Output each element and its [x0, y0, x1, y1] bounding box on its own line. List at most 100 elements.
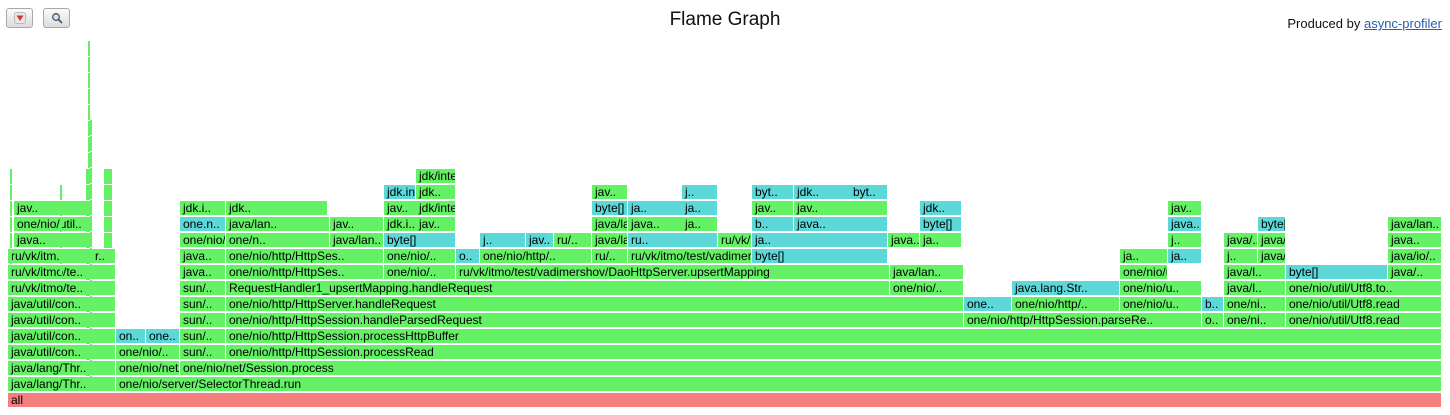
- flame-frame[interactable]: java/util/con..: [8, 329, 116, 344]
- flame-frame[interactable]: one/n..: [226, 233, 330, 248]
- flame-frame[interactable]: java/lang/..: [592, 233, 628, 248]
- flame-frame[interactable]: ja..: [1168, 249, 1202, 264]
- flame-frame[interactable]: java/lang/f..: [592, 217, 628, 232]
- flame-frame[interactable]: jav..: [526, 233, 554, 248]
- flame-frame[interactable]: java..: [14, 233, 88, 248]
- flame-frame[interactable]: o..: [1202, 313, 1224, 328]
- flame-frame[interactable]: java/lan..: [890, 265, 964, 280]
- flame-frame[interactable]: one/nio/util/Utf8.to..: [1286, 281, 1442, 296]
- flame-frame[interactable]: jav..: [416, 217, 456, 232]
- flame-frame[interactable]: sun/..: [180, 297, 226, 312]
- flame-frame[interactable]: one/nio/..: [384, 249, 456, 264]
- flame-frame[interactable]: jdk..: [794, 185, 852, 200]
- flame-frame[interactable]: java/lang/Thr..: [8, 377, 116, 392]
- flame-frame[interactable]: one/nio/u..: [1120, 281, 1202, 296]
- flame-frame[interactable]: sun/..: [180, 281, 226, 296]
- flame-frame[interactable]: jav..: [592, 185, 628, 200]
- flame-frame[interactable]: one/nio/util..: [14, 217, 88, 232]
- flame-frame[interactable]: ja..: [920, 233, 962, 248]
- flame-frame[interactable]: one..: [964, 297, 1012, 312]
- flame-frame[interactable]: ru/vk/itmo/test/vadimershov/DaoHttpServe…: [456, 265, 890, 280]
- flame-frame[interactable]: jdk.i..: [180, 201, 226, 216]
- flame-frame[interactable]: b..: [752, 217, 794, 232]
- flame-frame[interactable]: all: [8, 393, 1442, 408]
- flame-frame[interactable]: jdk..: [920, 201, 962, 216]
- flame-frame[interactable]: one/nio/util/Utf8.read: [1286, 297, 1442, 312]
- flame-frame[interactable]: java/l..: [1224, 281, 1286, 296]
- flame-frame[interactable]: java/util/con..: [8, 297, 116, 312]
- flame-frame[interactable]: jav..: [14, 201, 88, 216]
- flame-frame[interactable]: ja..: [1120, 249, 1168, 264]
- flame-frame[interactable]: java/util/con..: [8, 313, 116, 328]
- flame-frame[interactable]: byte[]: [920, 217, 962, 232]
- reverse-button[interactable]: [6, 8, 33, 28]
- flame-frame[interactable]: one/nio/server/SelectorThread.run: [116, 377, 1442, 392]
- flame-frame[interactable]: byte[]: [1258, 217, 1286, 232]
- flame-frame[interactable]: java.lang.Str..: [1012, 281, 1120, 296]
- flame-frame[interactable]: java/util/con..: [8, 345, 116, 360]
- flame-frame[interactable]: one.n..: [180, 217, 226, 232]
- async-profiler-link[interactable]: async-profiler: [1363, 16, 1442, 31]
- flame-frame[interactable]: java..: [794, 217, 888, 232]
- flame-frame[interactable]: java..: [1388, 233, 1442, 248]
- flame-frame[interactable]: ja..: [628, 201, 684, 216]
- flame-frame[interactable]: java..: [180, 265, 226, 280]
- flame-frame[interactable]: java/l..: [1224, 265, 1286, 280]
- flame-frame[interactable]: one/nio/..: [384, 265, 456, 280]
- flame-frame[interactable]: on..: [116, 329, 146, 344]
- flame-frame[interactable]: byte[]: [384, 233, 456, 248]
- flame-frame[interactable]: ru/..: [592, 249, 628, 264]
- flame-frame[interactable]: o..: [456, 249, 480, 264]
- flame-frame-narrow[interactable]: [86, 169, 89, 377]
- flame-frame[interactable]: one/ni..: [1224, 297, 1286, 312]
- flame-frame[interactable]: byt..: [850, 185, 888, 200]
- flame-frame[interactable]: jav..: [1168, 201, 1202, 216]
- flame-frame[interactable]: java..: [888, 233, 920, 248]
- flame-frame[interactable]: j..: [1224, 249, 1258, 264]
- flame-frame[interactable]: jdk..: [226, 201, 328, 216]
- flame-frame[interactable]: ru/vk/itmo/te..: [8, 281, 116, 296]
- flame-frame[interactable]: one/nio/http..: [180, 233, 226, 248]
- flame-frame[interactable]: one/nio/http/HttpSession.handleParsedReq…: [226, 313, 964, 328]
- flame-frame[interactable]: one/nio/util/Utf8.read: [1286, 313, 1442, 328]
- flame-frame[interactable]: java/io/..: [1388, 249, 1442, 264]
- flame-frame[interactable]: sun/..: [180, 313, 226, 328]
- flame-frame[interactable]: one/nio/net/Session.process: [180, 361, 1442, 376]
- flame-frame[interactable]: one/nio/http/HttpSession.processRead: [226, 345, 1442, 360]
- flame-frame[interactable]: jdk/intern..: [416, 169, 456, 184]
- flame-frame[interactable]: one/nio/http/HttpSes..: [226, 265, 384, 280]
- flame-frame[interactable]: one/nio/..: [890, 281, 964, 296]
- flame-frame[interactable]: ja..: [682, 217, 718, 232]
- search-button[interactable]: [43, 8, 70, 28]
- flame-frame-narrow[interactable]: [90, 120, 92, 377]
- flame-frame[interactable]: java/lan..: [226, 217, 330, 232]
- flame-frame[interactable]: ja..: [752, 233, 888, 248]
- flame-frame[interactable]: java/..: [1388, 265, 1442, 280]
- flame-frame[interactable]: sun/..: [180, 345, 226, 360]
- flame-frame[interactable]: ru/vk/itmo/te..: [8, 265, 116, 280]
- flame-frame[interactable]: jav..: [330, 217, 384, 232]
- flame-frame[interactable]: java/..: [1224, 233, 1258, 248]
- flame-frame[interactable]: java..: [180, 249, 226, 264]
- flame-frame[interactable]: byte[]: [752, 249, 888, 264]
- flame-frame[interactable]: ru/..: [554, 233, 592, 248]
- flame-frame[interactable]: ru..: [628, 233, 718, 248]
- flame-frame-narrow[interactable]: [10, 169, 12, 269]
- flame-frame[interactable]: b..: [1202, 297, 1224, 312]
- flame-frame[interactable]: one/nio/u..: [1120, 297, 1202, 312]
- flame-frame[interactable]: java/lan..: [330, 233, 384, 248]
- flame-frame[interactable]: ru/vk/itm..: [8, 249, 92, 264]
- flame-frame-narrow[interactable]: [104, 169, 112, 261]
- flame-frame[interactable]: one/nio/http/HttpSession.processHttpBuff…: [226, 329, 1442, 344]
- flame-frame[interactable]: one/ni..: [1224, 313, 1286, 328]
- flame-frame[interactable]: sun/..: [180, 329, 226, 344]
- flame-frame[interactable]: java/io/..: [1258, 233, 1286, 248]
- flame-frame[interactable]: ja..: [682, 201, 718, 216]
- flame-frame[interactable]: jav..: [752, 201, 794, 216]
- flame-frame[interactable]: ru/vk/itmo/test/vadimershov/utils/M..: [628, 249, 752, 264]
- flame-frame[interactable]: ru/vk/itmo/test/v..: [718, 233, 752, 248]
- flame-frame[interactable]: one/nio/http/HttpSession.parseRe..: [964, 313, 1202, 328]
- flame-frame[interactable]: byte[]: [592, 201, 628, 216]
- flame-frame[interactable]: one/nio/http/HttpServer.handleRequest: [226, 297, 964, 312]
- flame-frame[interactable]: byte[]: [1286, 265, 1388, 280]
